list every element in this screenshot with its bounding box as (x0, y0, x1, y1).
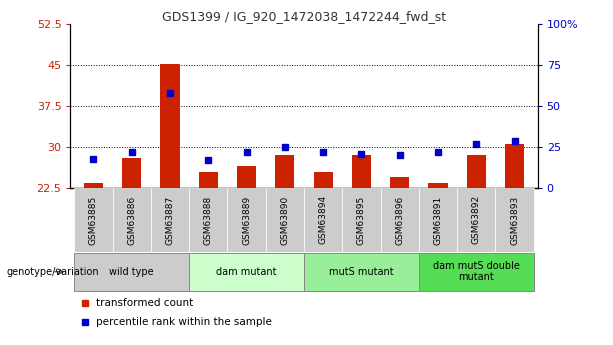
Text: GSM63888: GSM63888 (204, 195, 213, 245)
Text: transformed count: transformed count (96, 298, 194, 308)
Title: GDS1399 / IG_920_1472038_1472244_fwd_st: GDS1399 / IG_920_1472038_1472244_fwd_st (162, 10, 446, 23)
Text: GSM63886: GSM63886 (128, 195, 136, 245)
Bar (428, 183, 447, 188)
FancyBboxPatch shape (189, 188, 227, 252)
Bar (352, 155, 371, 188)
FancyBboxPatch shape (74, 188, 113, 252)
Text: GSM63893: GSM63893 (510, 195, 519, 245)
Text: GSM63895: GSM63895 (357, 195, 366, 245)
Bar (390, 177, 409, 188)
Text: GSM63891: GSM63891 (433, 195, 443, 245)
Text: GSM63892: GSM63892 (472, 195, 481, 245)
Bar (161, 64, 180, 188)
FancyBboxPatch shape (342, 188, 381, 252)
FancyBboxPatch shape (266, 188, 304, 252)
Text: GSM63890: GSM63890 (280, 195, 289, 245)
Text: GSM63885: GSM63885 (89, 195, 98, 245)
FancyBboxPatch shape (227, 188, 266, 252)
FancyBboxPatch shape (495, 188, 534, 252)
Text: dam mutS double
mutant: dam mutS double mutant (433, 261, 520, 283)
FancyBboxPatch shape (304, 253, 419, 291)
Bar (84, 183, 103, 188)
Text: GSM63896: GSM63896 (395, 195, 404, 245)
Bar (122, 158, 142, 188)
Text: GSM63889: GSM63889 (242, 195, 251, 245)
Bar (314, 172, 333, 188)
FancyBboxPatch shape (189, 253, 304, 291)
Bar (466, 155, 486, 188)
FancyBboxPatch shape (304, 188, 342, 252)
Text: genotype/variation: genotype/variation (6, 267, 99, 277)
Bar (199, 172, 218, 188)
FancyBboxPatch shape (381, 188, 419, 252)
Text: mutS mutant: mutS mutant (329, 267, 394, 277)
Text: wild type: wild type (110, 267, 154, 277)
Text: GSM63894: GSM63894 (319, 195, 328, 245)
FancyBboxPatch shape (74, 253, 189, 291)
Bar (275, 155, 294, 188)
FancyBboxPatch shape (113, 188, 151, 252)
Bar (505, 144, 524, 188)
Bar (237, 166, 256, 188)
Text: dam mutant: dam mutant (216, 267, 277, 277)
Text: percentile rank within the sample: percentile rank within the sample (96, 317, 272, 327)
Text: GSM63887: GSM63887 (166, 195, 175, 245)
FancyBboxPatch shape (151, 188, 189, 252)
FancyBboxPatch shape (419, 253, 534, 291)
FancyBboxPatch shape (457, 188, 495, 252)
FancyBboxPatch shape (419, 188, 457, 252)
